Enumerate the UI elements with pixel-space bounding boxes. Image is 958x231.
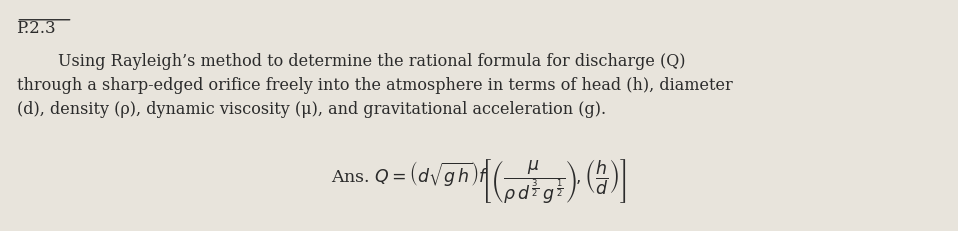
Text: Using Rayleigh’s method to determine the rational formula for discharge (Q)
thro: Using Rayleigh’s method to determine the… — [16, 53, 732, 119]
Text: P.2.3: P.2.3 — [16, 20, 57, 37]
Text: Ans. $Q = \left(d\sqrt{g\,h}\right) f\!\left[\left(\dfrac{\mu}{\rho\, d^{\,\frac: Ans. $Q = \left(d\sqrt{g\,h}\right) f\!\… — [331, 157, 627, 205]
